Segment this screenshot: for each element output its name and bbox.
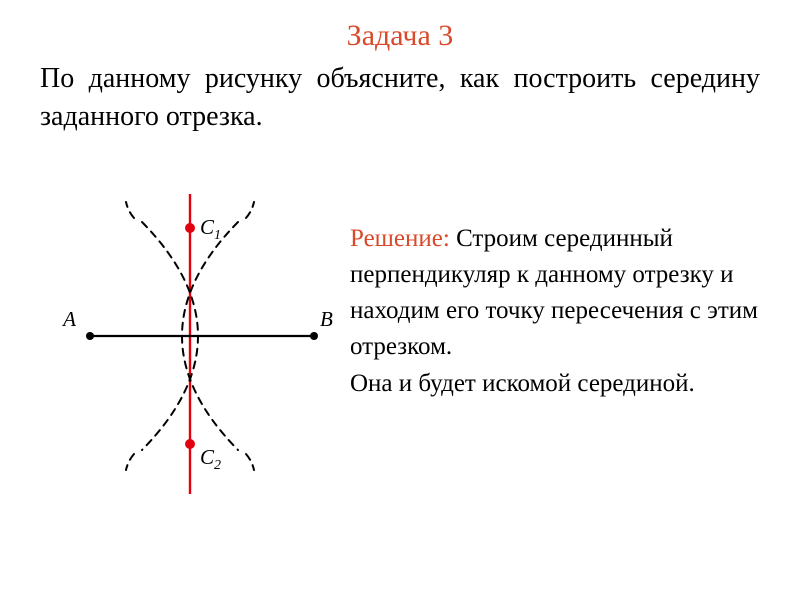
solution-label: Решение: (350, 225, 450, 252)
endpoint-b (310, 332, 318, 340)
compass-arc (126, 454, 134, 470)
endpoint-a (86, 332, 94, 340)
intersection-c2 (185, 439, 195, 449)
problem-statement: По данному рисунку объясните, как постро… (40, 60, 760, 136)
solution-text: Решение: Строим серединный перпендикуляр… (350, 221, 760, 402)
diagram-svg: A B C1 C2 (40, 176, 340, 496)
label-c2: C2 (200, 445, 221, 473)
compass-arc (246, 454, 254, 470)
label-b: B (320, 307, 333, 331)
label-c1: C1 (200, 215, 221, 243)
label-a: A (61, 307, 76, 331)
compass-arc (246, 202, 254, 218)
intersection-c1 (185, 223, 195, 233)
construction-diagram: A B C1 C2 (40, 176, 340, 496)
content-row: A B C1 C2 Решение: Строим серединный перпен… (0, 176, 800, 496)
task-title: Задача 3 (0, 18, 800, 54)
compass-arc (126, 202, 134, 218)
